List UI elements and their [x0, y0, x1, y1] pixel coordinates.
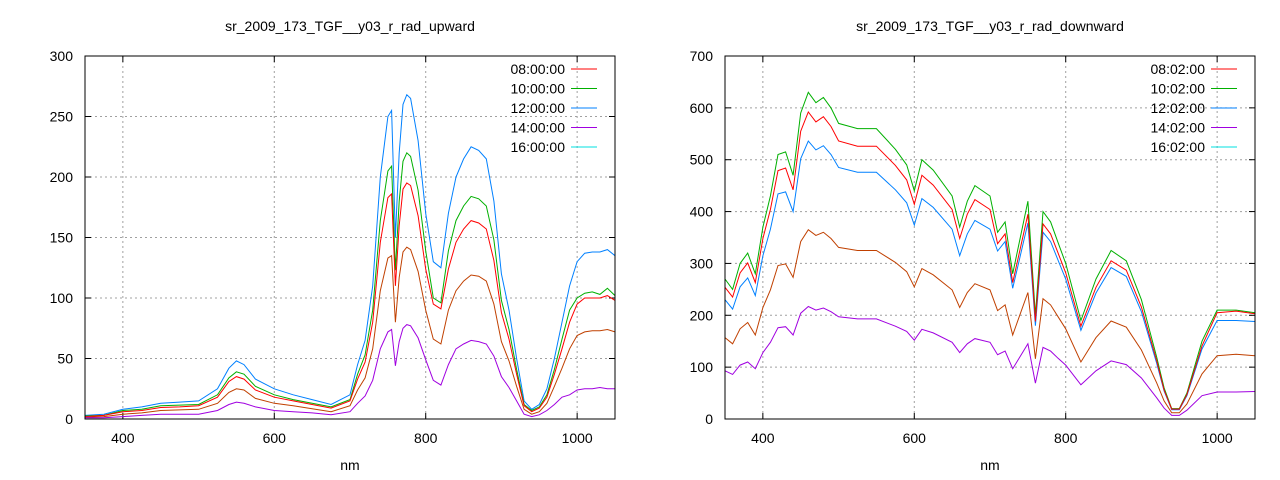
legend-label: 08:02:00 [1151, 61, 1206, 77]
y-tick-label: 0 [65, 411, 73, 427]
series-line-14-02-00 [724, 305, 1256, 416]
y-tick-label: 400 [690, 204, 714, 220]
series-line-08-02-00 [724, 110, 1256, 410]
legend-label: 12:02:00 [1151, 100, 1206, 116]
series-line-16-00-00 [84, 246, 616, 418]
x-axis-label: nm [980, 457, 999, 473]
y-tick-label: 50 [57, 351, 73, 367]
x-tick-label: 800 [414, 430, 438, 446]
series-line-14-00-00 [85, 324, 615, 419]
chart-title: sr_2009_173_TGF__y03_r_rad_downward [856, 18, 1124, 34]
y-tick-label: 200 [690, 307, 714, 323]
y-tick-label: 100 [690, 359, 714, 375]
x-tick-label: 1000 [1202, 430, 1233, 446]
x-tick-label: 400 [751, 430, 775, 446]
x-tick-label: 1000 [562, 430, 593, 446]
x-tick-label: 400 [111, 430, 135, 446]
y-tick-label: 100 [50, 290, 74, 306]
y-tick-label: 300 [690, 255, 714, 271]
x-tick-label: 600 [263, 430, 287, 446]
y-tick-label: 0 [705, 411, 713, 427]
y-tick-label: 700 [690, 48, 714, 64]
legend-label: 14:02:00 [1151, 120, 1206, 136]
x-axis-label: nm [340, 457, 359, 473]
series-line-12-02-00 [724, 140, 1256, 411]
plot-border [724, 55, 1256, 420]
series-line-10-02-00 [724, 91, 1256, 410]
chart-title: sr_2009_173_TGF__y03_r_rad_upward [225, 18, 475, 34]
legend-label: 16:02:00 [1151, 139, 1206, 155]
series-line-08-00-00 [84, 182, 616, 418]
legend-label: 10:00:00 [511, 81, 566, 97]
series-line-10-00-00 [84, 151, 616, 417]
y-tick-label: 300 [50, 48, 74, 64]
series-line-16-02-00 [724, 228, 1256, 414]
legend-label: 10:02:00 [1151, 81, 1206, 97]
legend-label: 16:00:00 [511, 139, 566, 155]
legend-label: 08:00:00 [511, 61, 566, 77]
legend-label: 12:00:00 [511, 100, 566, 116]
y-tick-label: 150 [50, 230, 74, 246]
y-tick-label: 500 [690, 152, 714, 168]
x-tick-label: 800 [1054, 430, 1078, 446]
y-tick-label: 250 [50, 109, 74, 125]
chart-2: sr_2009_173_TGF__y03_r_rad_downward 0 100 2… [690, 18, 1256, 473]
chart-1: sr_2009_173_TGF__y03_r_rad_upward 0 50 100 1… [50, 18, 616, 473]
x-tick-label: 600 [903, 430, 927, 446]
y-tick-label: 200 [50, 169, 74, 185]
y-tick-label: 600 [690, 100, 714, 116]
legend-label: 14:00:00 [511, 120, 566, 136]
series-line-12-00-00 [84, 93, 616, 416]
plot-border [84, 55, 616, 420]
